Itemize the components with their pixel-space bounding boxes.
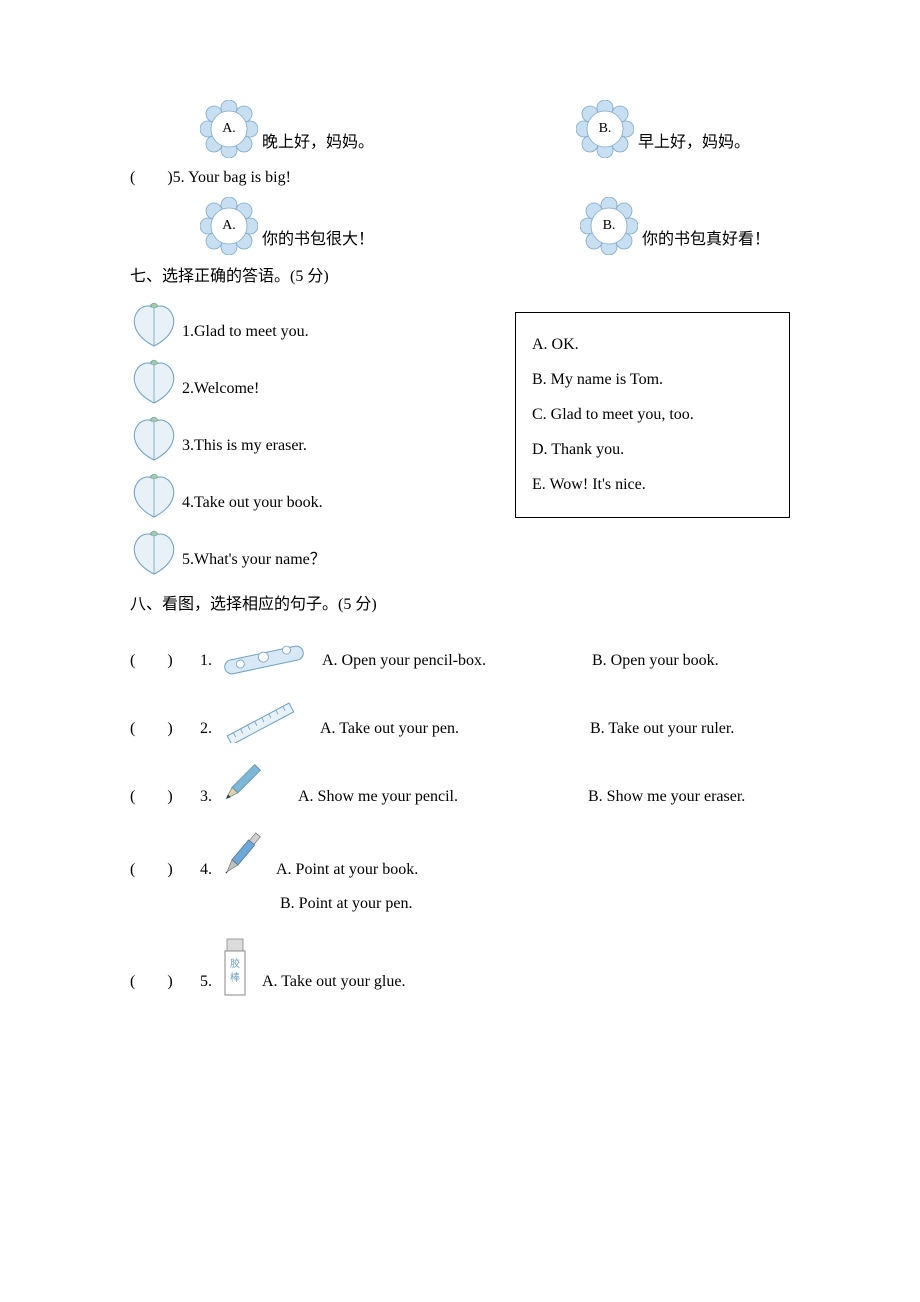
peach-icon	[130, 473, 178, 518]
match-item: 5. What's your name？	[130, 530, 515, 575]
paren-input[interactable]: ( )	[130, 968, 200, 997]
paren-input[interactable]: ( )	[130, 856, 200, 885]
answer-option: D. Thank you.	[532, 432, 773, 467]
item-num: 3.	[182, 432, 194, 461]
peach-icon	[130, 359, 178, 404]
top-row-1: A. 晚上好，妈妈。 B. 早上好，妈妈。	[130, 100, 790, 158]
peach-icon	[130, 416, 178, 461]
top-row-2-option-b: B. 你的书包真好看！	[580, 197, 770, 255]
item-text: Glad to meet you.	[194, 318, 309, 347]
option-a: A. Take out your pen.	[320, 715, 550, 744]
peach-icon	[130, 530, 178, 575]
option-b: B. Open your book.	[592, 647, 719, 676]
paren-input[interactable]: ( )	[130, 783, 200, 812]
item-num: 5.	[200, 968, 212, 997]
glue-icon	[220, 937, 250, 997]
option-a: A. Point at your book.	[276, 856, 506, 885]
match-item: 4. Take out your book.	[130, 473, 515, 518]
answer-option: C. Glad to meet you, too.	[532, 397, 773, 432]
section-7-title: 七、选择正确的答语。(5 分)	[130, 263, 790, 292]
option-b: B. Point at your pen.	[280, 890, 790, 919]
item-num: 2.	[200, 715, 212, 744]
section-7-prompts: 1. Glad to meet you. 2. Welcome! 3. This…	[130, 302, 515, 587]
question-paren[interactable]: ( )5.	[130, 169, 188, 186]
item-num: 3.	[200, 783, 212, 812]
item-text: This is my eraser.	[194, 432, 307, 461]
item-num: 1.	[182, 318, 194, 347]
section-8-item-3: ( ) 3. A. Show me your pencil. B. Show m…	[130, 761, 790, 811]
option-text: 晚上好，妈妈。	[262, 129, 374, 158]
question-text: Your bag is big!	[188, 169, 291, 186]
item-num: 1.	[200, 647, 212, 676]
item-num: 4.	[200, 856, 212, 885]
pen-icon	[220, 829, 270, 884]
section-7-body: 1. Glad to meet you. 2. Welcome! 3. This…	[130, 302, 790, 587]
item-text: What's your name？	[194, 546, 326, 575]
peach-icon	[130, 302, 178, 347]
section-8-title: 八、看图，选择相应的句子。(5 分)	[130, 591, 790, 620]
flower-icon: A.	[200, 100, 258, 158]
option-text: 你的书包真好看！	[642, 226, 770, 255]
item-num: 4.	[182, 489, 194, 518]
match-item: 1. Glad to meet you.	[130, 302, 515, 347]
match-item: 3. This is my eraser.	[130, 416, 515, 461]
top-row-1-option-a: A. 晚上好，妈妈。	[130, 100, 374, 158]
section-8-item-4: ( ) 4. A. Point at your book. B. Point a…	[130, 829, 790, 919]
option-letter: B.	[599, 116, 612, 141]
answer-option: E. Wow! It's nice.	[532, 467, 773, 502]
paren-input[interactable]: ( )	[130, 715, 200, 744]
top-row-2: A. 你的书包很大！ B. 你的书包真好看！	[130, 197, 790, 255]
match-item: 2. Welcome!	[130, 359, 515, 404]
option-letter: B.	[603, 213, 616, 238]
item-text: Take out your book.	[194, 489, 323, 518]
top-row-1-option-b: B. 早上好，妈妈。	[576, 100, 750, 158]
option-a: A. Take out your glue.	[262, 968, 492, 997]
section-8-item-1: ( ) 1. A. Open your pencil-box. B. Open …	[130, 637, 790, 675]
section-8-item-5: ( ) 5. A. Take out your glue.	[130, 937, 790, 997]
option-text: 你的书包很大！	[262, 226, 374, 255]
answer-option: A. OK.	[532, 327, 773, 362]
ruler-icon	[220, 693, 300, 743]
top-row-2-option-a: A. 你的书包很大！	[130, 197, 374, 255]
item-num: 2.	[182, 375, 194, 404]
item-text: Welcome!	[194, 375, 259, 404]
flower-icon: A.	[200, 197, 258, 255]
answer-option: B. My name is Tom.	[532, 362, 773, 397]
flower-icon: B.	[580, 197, 638, 255]
option-b: B. Take out your ruler.	[590, 715, 734, 744]
section-8-item-2: ( ) 2. A. Take out your pen. B. Take out…	[130, 693, 790, 743]
option-a: A. Open your pencil-box.	[322, 647, 552, 676]
option-letter: A.	[222, 213, 236, 238]
section-7-answers-box: A. OK. B. My name is Tom. C. Glad to mee…	[515, 312, 790, 518]
question-5: ( )5. Your bag is big!	[130, 164, 790, 193]
paren-input[interactable]: ( )	[130, 647, 200, 676]
option-b: B. Show me your eraser.	[588, 783, 745, 812]
option-a: A. Show me your pencil.	[298, 783, 548, 812]
pencil-icon	[220, 761, 270, 811]
pencilbox-icon	[220, 637, 310, 675]
option-text: 早上好，妈妈。	[638, 129, 750, 158]
item-num: 5.	[182, 546, 194, 575]
flower-icon: B.	[576, 100, 634, 158]
option-letter: A.	[222, 116, 236, 141]
